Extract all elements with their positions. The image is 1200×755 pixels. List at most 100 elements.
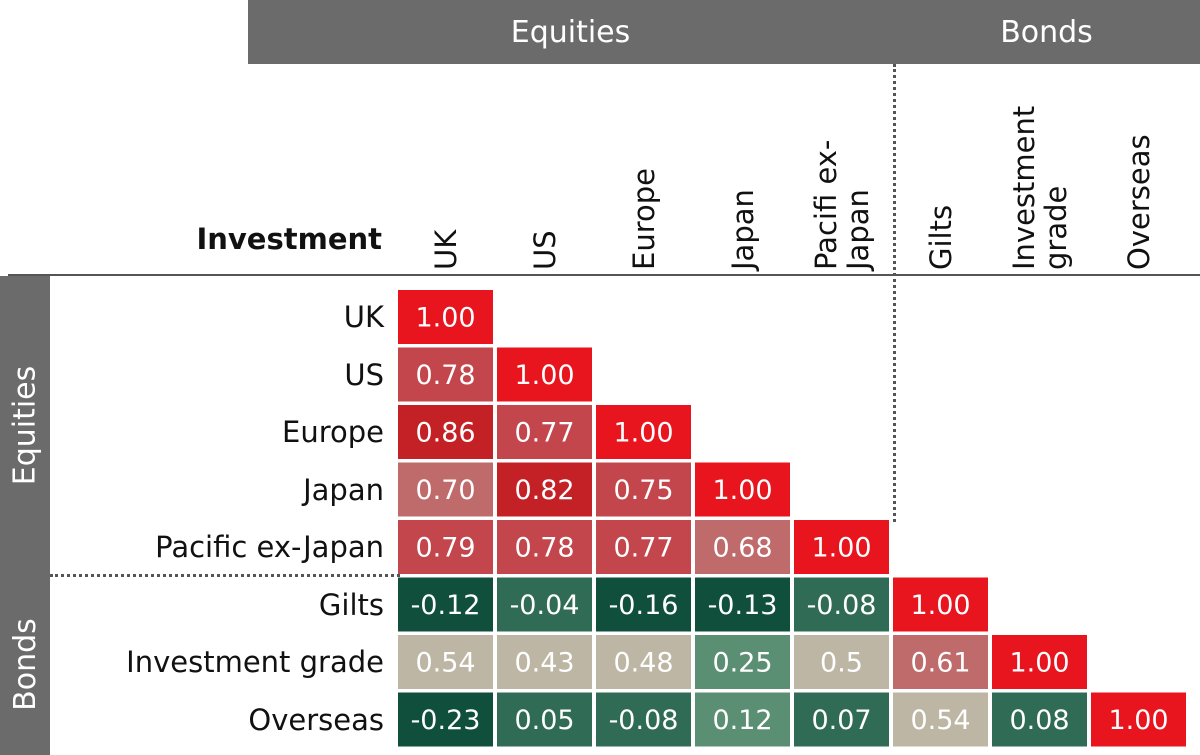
cell-fill [596,405,691,459]
row-label-overseas: Overseas [248,702,384,737]
cell-fill [398,405,493,459]
cell-investment-grade-japan: 0.25 [695,635,790,689]
cell-value: 0.75 [613,475,673,506]
cell-fill [893,692,988,747]
cell-value: -0.16 [609,590,679,621]
bonds-column-group-header: Bonds [893,0,1200,64]
cell-fill [992,692,1087,747]
cell-fill [497,692,592,747]
investment-corner-label: Investment [196,222,382,256]
cell-fill [596,635,691,689]
cell-fill [596,520,691,574]
cell-investment-grade-investment-grade: 1.00 [992,635,1087,689]
cell-pacific-ex-japan-europe: 0.77 [596,520,691,574]
cell-gilts-pacifi-ex-japan: -0.08 [794,577,889,632]
row-label-uk: UK [343,300,384,334]
cell-investment-grade-europe: 0.48 [596,635,691,689]
cell-fill [398,462,493,517]
cell-fill [695,577,790,632]
cell-europe-europe: 1.00 [596,405,691,459]
cell-value: 1.00 [613,418,673,449]
cell-fill [398,520,493,574]
cell-overseas-pacifi-ex-japan: 0.07 [794,692,889,747]
cell-fill [695,635,790,689]
cell-us-uk: 0.78 [398,347,493,402]
cell-value: 1.00 [514,360,574,391]
row-label-europe: Europe [282,415,384,449]
cell-value: -0.13 [708,590,778,621]
cell-value: 1.00 [811,533,871,564]
cell-value: 0.05 [514,705,574,736]
row-label-investment-grade: Investment grade [126,645,384,679]
cell-value: -0.08 [609,705,679,736]
cell-value: 0.70 [415,475,475,506]
cell-pacific-ex-japan-uk: 0.79 [398,520,493,574]
cell-overseas-europe: -0.08 [596,692,691,747]
cell-fill [695,520,790,574]
cell-fill [695,692,790,747]
cell-overseas-uk: -0.23 [398,692,493,747]
cell-value: 0.48 [613,648,673,679]
bonds-column-group-label: Bonds [1000,14,1093,50]
group-divider-vertical [893,64,896,522]
cell-fill [992,635,1087,689]
cell-overseas-overseas: 1.00 [1091,692,1186,747]
cell-investment-grade-us: 0.43 [497,635,592,689]
cell-value: 0.12 [712,705,772,736]
cell-value: 0.54 [415,648,475,679]
row-label-gilts: Gilts [318,587,384,622]
cell-value: 1.00 [415,303,475,334]
cell-value: 0.61 [910,648,970,679]
cell-value: 0.68 [712,533,772,564]
cell-fill [398,635,493,689]
cell-value: 0.86 [415,418,475,449]
cell-value: 1.00 [712,475,772,506]
cell-japan-uk: 0.70 [398,462,493,517]
cell-investment-grade-gilts: 0.61 [893,635,988,689]
cell-value: 0.5 [820,648,863,679]
cell-us-us: 1.00 [497,347,592,402]
cell-fill [398,347,493,402]
bonds-row-group-header: Bonds [0,574,50,755]
cell-fill [596,462,691,517]
cell-fill [794,520,889,574]
cell-overseas-japan: 0.12 [695,692,790,747]
cell-fill [596,577,691,632]
cell-japan-japan: 1.00 [695,462,790,517]
cell-fill [596,692,691,747]
cell-fill [497,635,592,689]
cell-fill [497,462,592,517]
cell-pacific-ex-japan-japan: 0.68 [695,520,790,574]
cell-overseas-investment-grade: 0.08 [992,692,1087,747]
cell-fill [695,462,790,517]
cell-fill [398,692,493,747]
cell-fill [398,577,493,632]
cell-overseas-gilts: 0.54 [893,692,988,747]
cell-value: 0.78 [514,533,574,564]
cell-fill [794,692,889,747]
cell-value: -0.08 [807,590,877,621]
cell-value: 1.00 [910,590,970,621]
cell-gilts-europe: -0.16 [596,577,691,632]
cell-fill [398,290,493,344]
cell-japan-europe: 0.75 [596,462,691,517]
cell-value: 0.43 [514,648,574,679]
group-divider-horizontal [50,574,400,577]
cell-value: 0.54 [910,705,970,736]
cell-europe-us: 0.77 [497,405,592,459]
cell-fill [794,577,889,632]
cell-fill [893,577,988,632]
cell-europe-uk: 0.86 [398,405,493,459]
header-divider [8,274,1200,276]
cell-gilts-uk: -0.12 [398,577,493,632]
cell-gilts-gilts: 1.00 [893,577,988,632]
cell-pacific-ex-japan-pacifi-ex-japan: 1.00 [794,520,889,574]
cell-value: 1.00 [1108,705,1168,736]
cell-fill [497,405,592,459]
cell-fill [497,520,592,574]
cell-fill [497,347,592,402]
cell-value: 0.77 [514,418,574,449]
cell-fill [1091,692,1186,747]
cell-uk-uk: 1.00 [398,290,493,344]
